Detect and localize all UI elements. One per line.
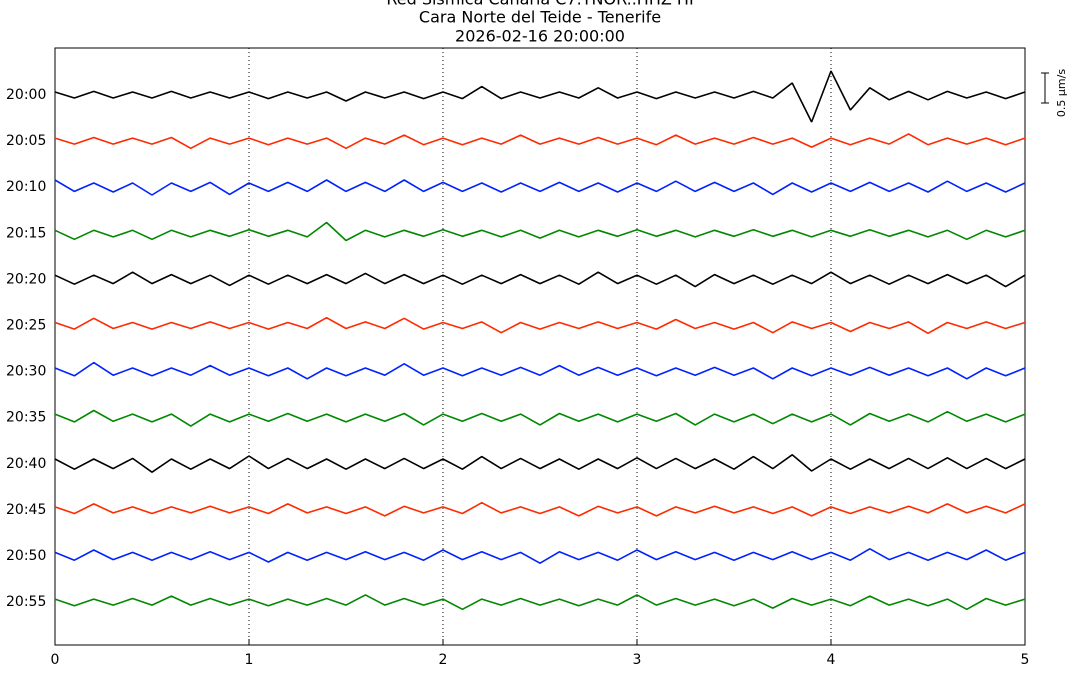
row-label: 20:25 [6,318,46,334]
row-label: 20:15 [6,225,46,241]
x-tick-label: 2 [439,652,448,668]
x-tick-label: 0 [51,652,60,668]
trace [54,548,1026,564]
trace [54,271,1026,288]
chart-date: 2026-02-16 20:00:00 [455,27,625,46]
row-label: 20:10 [6,179,46,195]
trace [54,179,1026,196]
trace [54,133,1026,150]
trace [54,594,1026,611]
chart-title: Red Sísmica Canaria C7.TNOR..HHZ HI [386,0,693,9]
x-tick-label: 3 [633,652,642,668]
x-tick-label: 4 [827,652,836,668]
trace [54,501,1026,517]
trace [54,70,1026,123]
trace [54,409,1026,427]
row-label: 20:40 [6,456,46,472]
plot-frame [54,47,1026,646]
row-label: 20:55 [6,594,46,610]
row-label: 20:50 [6,548,46,564]
row-label: 20:30 [6,364,46,380]
trace [54,361,1026,380]
trace [54,221,1026,242]
scale-label: 0.5 μm/s [1055,69,1068,117]
x-tick-label: 1 [245,652,254,668]
row-label: 20:45 [6,502,46,518]
row-label: 20:05 [6,133,46,149]
trace [54,454,1026,473]
row-label: 20:35 [6,410,46,426]
chart-subtitle: Cara Norte del Teide - Tenerife [419,8,661,27]
row-label: 20:20 [6,271,46,287]
trace [54,317,1026,334]
row-label: 20:00 [6,87,46,103]
x-tick-label: 5 [1021,652,1030,668]
